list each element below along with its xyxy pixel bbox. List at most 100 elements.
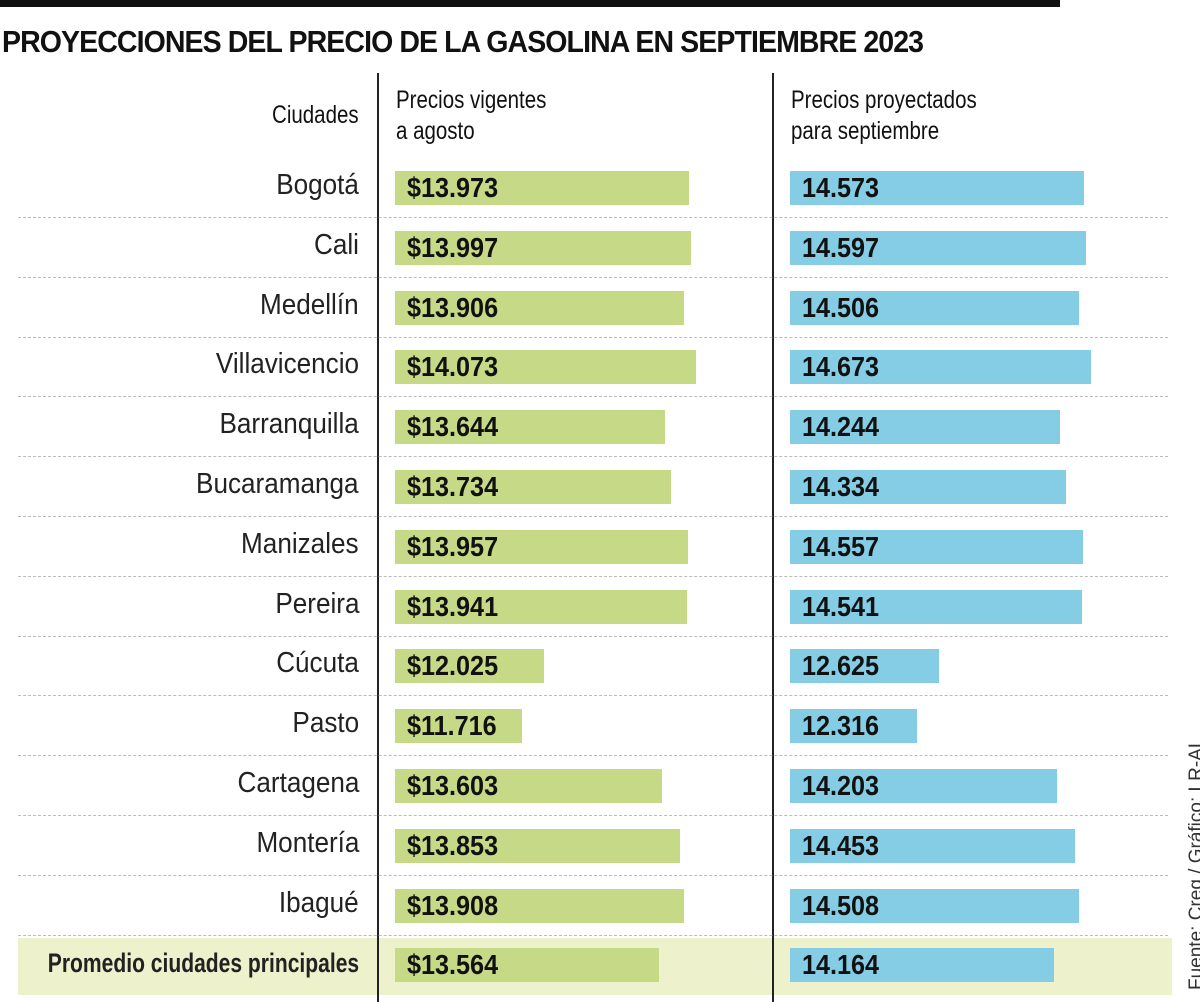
average-row: Promedio ciudades principales $13.564 14.1… bbox=[0, 935, 1200, 995]
value-label: 14.453 bbox=[802, 829, 880, 861]
august-bar: $13.941 bbox=[395, 589, 687, 624]
august-bar: $14.073 bbox=[395, 350, 697, 385]
value-label: $13.564 bbox=[407, 949, 499, 981]
value-label: $13.853 bbox=[407, 829, 499, 861]
august-bar: $13.603 bbox=[395, 769, 662, 803]
september-bar: 14.453 bbox=[790, 828, 1076, 863]
column-divider bbox=[772, 73, 774, 1002]
august-bar: $13.564 bbox=[395, 948, 659, 983]
table-row: Ibagué $13.908 14.508 bbox=[0, 876, 1200, 936]
value-label: $13.941 bbox=[407, 590, 499, 622]
row-divider bbox=[18, 456, 1168, 458]
september-bar: 14.506 bbox=[790, 290, 1079, 325]
city-label: Cúcuta bbox=[276, 647, 359, 680]
header-september: Precios proyectados para septiembre bbox=[791, 85, 977, 147]
table-row: Pasto $11.716 12.316 bbox=[0, 696, 1200, 757]
august-bar: $13.734 bbox=[395, 470, 672, 504]
value-label: 14.541 bbox=[802, 590, 880, 622]
chart-title: PROYECCIONES DEL PRECIO DE LA GASOLINA E… bbox=[2, 24, 924, 59]
header-line: a agosto bbox=[396, 117, 475, 145]
city-label: Pereira bbox=[274, 587, 359, 620]
value-label: 14.506 bbox=[802, 291, 880, 323]
header-line: Precios proyectados bbox=[791, 86, 977, 114]
table-row: Cartagena $13.603 14.203 bbox=[0, 756, 1200, 816]
city-label: Cartagena bbox=[237, 767, 359, 799]
source-note: Fuente: Creg / Gráfico: LR-AL bbox=[1186, 737, 1200, 990]
value-label: 14.164 bbox=[802, 949, 880, 981]
value-label: $13.906 bbox=[407, 291, 499, 323]
value-label: $13.734 bbox=[407, 471, 499, 502]
table-row: Villavicencio $14.073 14.673 bbox=[0, 337, 1200, 398]
value-label: 12.316 bbox=[802, 710, 880, 742]
table-row: Medellín $13.906 14.506 bbox=[0, 278, 1200, 338]
value-label: $12.025 bbox=[407, 650, 499, 682]
row-divider bbox=[18, 874, 1168, 876]
row-divider bbox=[18, 336, 1168, 338]
table-row: Barranquilla $13.644 14.244 bbox=[0, 397, 1200, 458]
august-bar: $13.908 bbox=[395, 888, 685, 923]
city-label: Medellín bbox=[260, 288, 359, 321]
august-bar: $13.997 bbox=[395, 230, 691, 265]
august-bar: $12.025 bbox=[395, 649, 545, 684]
table-row: Bucaramanga $13.734 14.334 bbox=[0, 457, 1200, 517]
september-bar: 14.203 bbox=[790, 769, 1057, 803]
value-label: $14.073 bbox=[407, 351, 499, 383]
column-divider bbox=[377, 73, 379, 1002]
value-label: $13.973 bbox=[407, 172, 499, 203]
value-label: 14.597 bbox=[802, 231, 880, 263]
august-bar: $13.853 bbox=[395, 828, 681, 863]
city-label: Promedio ciudades principales bbox=[47, 948, 359, 979]
city-label: Pasto bbox=[292, 707, 359, 740]
city-label: Ibagué bbox=[279, 886, 359, 919]
august-bar: $11.716 bbox=[395, 709, 522, 744]
table-row: Cali $13.997 14.597 bbox=[0, 218, 1200, 278]
header-line: Precios vigentes bbox=[396, 86, 547, 114]
table-row: Manizales $13.957 14.557 bbox=[0, 517, 1200, 577]
august-bar: $13.644 bbox=[395, 410, 665, 445]
value-label: 12.625 bbox=[802, 650, 880, 682]
header-line: para septiembre bbox=[791, 117, 940, 145]
table-row: Cúcuta $12.025 12.625 bbox=[0, 636, 1200, 697]
city-label: Bogotá bbox=[276, 169, 359, 201]
september-bar: 14.557 bbox=[790, 529, 1083, 564]
value-label: $13.908 bbox=[407, 889, 499, 921]
table-row: Bogotá $13.973 14.573 bbox=[0, 158, 1200, 218]
header-august: Precios vigentes a agosto bbox=[396, 85, 546, 147]
value-label: 14.508 bbox=[802, 889, 880, 921]
city-label: Villavicencio bbox=[215, 348, 359, 381]
row-divider bbox=[18, 635, 1168, 637]
value-label: 14.244 bbox=[802, 411, 880, 443]
september-bar: 14.541 bbox=[790, 589, 1082, 624]
city-label: Cali bbox=[314, 228, 359, 261]
row-divider bbox=[18, 217, 1168, 218]
row-divider bbox=[18, 516, 1168, 517]
value-label: 14.673 bbox=[802, 351, 880, 383]
september-bar: 12.625 bbox=[790, 649, 940, 684]
value-label: 14.334 bbox=[802, 471, 880, 502]
top-rule bbox=[0, 0, 1060, 7]
table-row: Montería $13.853 14.453 bbox=[0, 816, 1200, 876]
row-divider bbox=[18, 695, 1168, 697]
august-bar: $13.906 bbox=[395, 290, 684, 325]
row-divider bbox=[18, 575, 1168, 577]
september-bar: 14.334 bbox=[790, 470, 1067, 504]
city-label: Bucaramanga bbox=[196, 468, 359, 500]
september-bar: 14.164 bbox=[790, 948, 1054, 983]
september-bar: 14.573 bbox=[790, 171, 1084, 205]
september-bar: 14.597 bbox=[790, 230, 1086, 265]
city-label: Barranquilla bbox=[219, 408, 359, 441]
august-bar: $13.973 bbox=[395, 171, 689, 205]
september-bar: 14.244 bbox=[790, 410, 1060, 445]
value-label: $13.957 bbox=[407, 530, 499, 562]
row-divider bbox=[18, 755, 1168, 757]
city-label: Montería bbox=[255, 826, 359, 859]
september-bar: 14.508 bbox=[790, 888, 1080, 923]
value-label: 14.573 bbox=[802, 172, 880, 203]
september-bar: 12.316 bbox=[790, 709, 917, 744]
table-row: Pereira $13.941 14.541 bbox=[0, 577, 1200, 637]
header-cities: Ciudades bbox=[272, 101, 359, 129]
value-label: $11.716 bbox=[407, 710, 497, 742]
row-divider bbox=[18, 276, 1168, 278]
value-label: $13.603 bbox=[407, 770, 499, 801]
